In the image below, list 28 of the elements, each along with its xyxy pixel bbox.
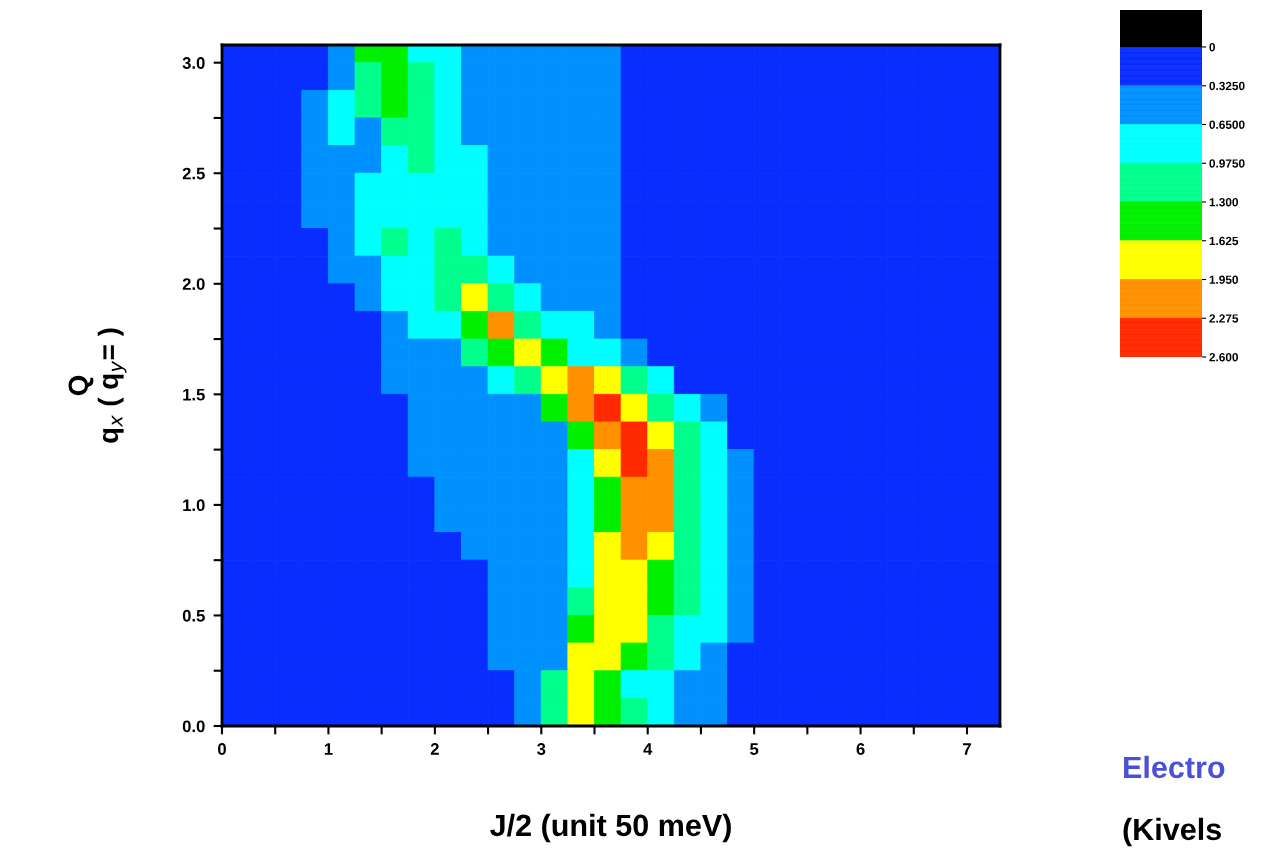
color-bar-label: 0.9750 [1209,159,1245,168]
color-bar-label: 1.950 [1209,275,1238,284]
text: Electro [1124,755,1225,779]
x-axis-title: J/2 (unit 50 meV) [490,813,731,843]
x-tick-label: 4 [643,743,653,755]
text: (Kivels [1123,817,1221,847]
x-tick-label: 7 [963,743,971,755]
x-tick-label: 0 [218,743,226,755]
y-tick-label: 2.5 [182,167,205,180]
color-bar-label: 2.600 [1209,353,1238,362]
y-tick-label: 0.5 [182,609,205,622]
x-tick-label: 1 [324,743,333,755]
text: Q q$_{x}$ ( q$_{y}$= ) [68,328,127,443]
x-tick-label: 5 [750,743,759,755]
x-tick-label: 3 [537,743,546,755]
color-bar-label: 0.6500 [1209,120,1245,129]
y-tick-label: 0.0 [182,720,205,733]
color-bar-label: 1.300 [1209,198,1238,207]
y-tick-label: 1.5 [183,388,205,401]
y-tick-label: 1.0 [183,499,205,512]
color-bar-label: 2.275 [1209,314,1239,323]
x-tick-label: 6 [856,743,865,755]
color-bar-label: 1.625 [1209,236,1239,246]
y-tick-label: 2.0 [182,278,205,290]
color-bar-label: 0 [1209,43,1216,52]
color-bar-label: 0.3250 [1209,81,1245,91]
x-tick-label: 2 [430,743,439,755]
y-tick-label: 3.0 [182,57,205,69]
